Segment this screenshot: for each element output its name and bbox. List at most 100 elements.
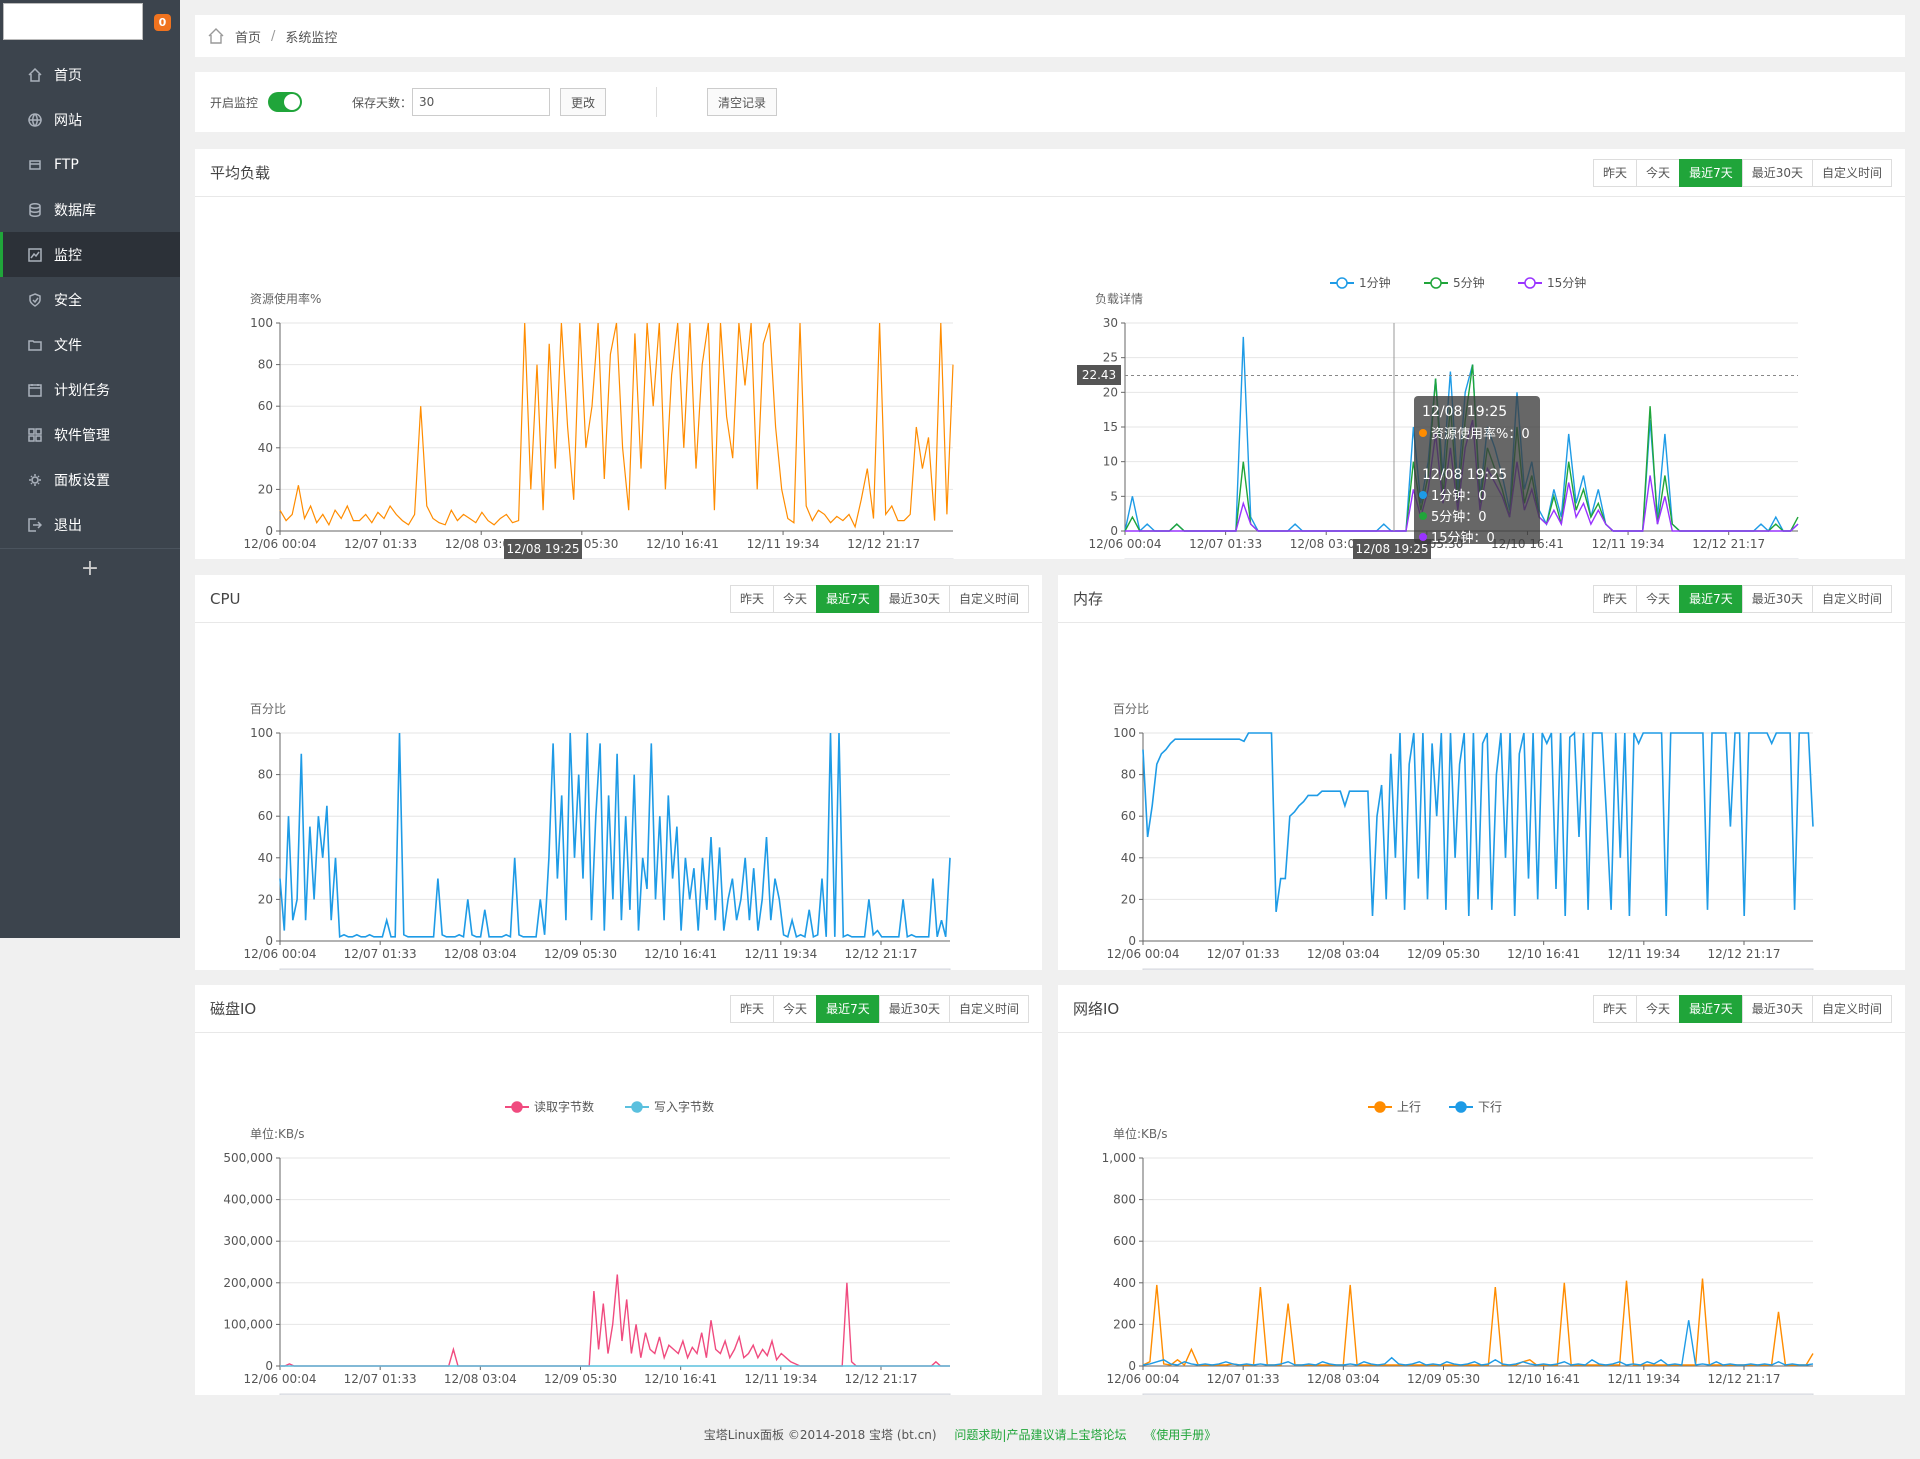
range-buttons: 昨天 今天 最近7天 最近30天 自定义时间 xyxy=(730,585,1029,613)
range-buttons: 昨天 今天 最近7天 最近30天 自定义时间 xyxy=(1593,585,1892,613)
x-tick-label: 12/12 21:17 xyxy=(1692,537,1765,551)
range-button-4[interactable]: 自定义时间 xyxy=(948,585,1029,613)
range-button-1[interactable]: 今天 xyxy=(1636,159,1681,187)
y-tick-label: 60 xyxy=(258,809,273,823)
sidebar-item-7[interactable]: 计划任务 xyxy=(0,367,180,412)
range-button-4[interactable]: 自定义时间 xyxy=(1811,585,1892,613)
tooltip-time: 12/08 19:25 xyxy=(1422,467,1507,483)
breadcrumb-sep: / xyxy=(271,28,276,44)
y-axis-title: 百分比 xyxy=(1113,702,1149,716)
range-button-4[interactable]: 自定义时间 xyxy=(1811,995,1892,1023)
sidebar-item-4[interactable]: 监控 xyxy=(0,232,180,277)
breadcrumb-home[interactable]: 首页 xyxy=(235,30,262,46)
ftp-icon xyxy=(28,158,42,172)
x-tick-label: 12/10 16:41 xyxy=(1507,947,1580,961)
y-tick-label: 400 xyxy=(1113,1276,1136,1290)
home-icon[interactable] xyxy=(207,27,225,45)
range-button-1[interactable]: 今天 xyxy=(773,585,818,613)
sidebar-item-9[interactable]: 面板设置 xyxy=(0,457,180,502)
range-button-4[interactable]: 自定义时间 xyxy=(1811,159,1892,187)
folder-icon xyxy=(28,338,42,352)
legend-marker[interactable] xyxy=(1524,277,1536,289)
zoom-slider[interactable] xyxy=(1142,968,1814,970)
range-button-0[interactable]: 昨天 xyxy=(730,585,775,613)
clear-records-button[interactable]: 清空记录 xyxy=(707,88,778,116)
range-button-2[interactable]: 最近7天 xyxy=(1679,585,1743,613)
y-tick-label: 0 xyxy=(265,1359,273,1373)
x-tick-label: 12/12 21:17 xyxy=(844,947,917,961)
range-button-2[interactable]: 最近7天 xyxy=(1679,995,1743,1023)
legend-marker[interactable] xyxy=(511,1101,523,1113)
legend-marker[interactable] xyxy=(631,1101,643,1113)
zoom-slider[interactable] xyxy=(1142,1393,1814,1395)
markline-label: 22.43 xyxy=(1082,368,1116,382)
y-tick-label: 5 xyxy=(1110,489,1118,503)
legend-marker[interactable] xyxy=(1455,1101,1467,1113)
breadcrumb: 首页 / 系统监控 xyxy=(195,15,1905,57)
range-button-0[interactable]: 昨天 xyxy=(730,995,775,1023)
x-tick-label: 12/07 01:33 xyxy=(1207,947,1280,961)
range-button-2[interactable]: 最近7天 xyxy=(816,995,880,1023)
x-tick-label: 12/10 16:41 xyxy=(1507,1372,1580,1386)
x-tick-label: 12/11 19:34 xyxy=(1607,947,1680,961)
range-button-0[interactable]: 昨天 xyxy=(1593,995,1638,1023)
range-button-0[interactable]: 昨天 xyxy=(1593,585,1638,613)
range-button-1[interactable]: 今天 xyxy=(1636,995,1681,1023)
cpu-chart: 百分比 0 20 40 60 80 100 12/06 00:04 12/07 01:33 12/… xyxy=(244,702,951,970)
sidebar-item-2[interactable]: FTP xyxy=(0,142,180,187)
range-button-1[interactable]: 今天 xyxy=(1636,585,1681,613)
range-button-4[interactable]: 自定义时间 xyxy=(948,995,1029,1023)
range-button-2[interactable]: 最近7天 xyxy=(1679,159,1743,187)
x-tick-label: 12/08 03:04 xyxy=(1307,1372,1380,1386)
y-tick-label: 10 xyxy=(1103,455,1118,469)
sidebar-item-10[interactable]: 退出 xyxy=(0,502,180,547)
zoom-slider[interactable] xyxy=(279,968,951,970)
pointer-label: 12/08 19:25 xyxy=(1356,542,1429,556)
monitor-icon xyxy=(28,247,42,262)
legend-marker[interactable] xyxy=(1374,1101,1386,1113)
range-button-3[interactable]: 最近30天 xyxy=(1741,159,1813,187)
panel-title: CPU xyxy=(210,589,241,608)
series-line xyxy=(279,322,954,529)
sidebar-item-label: 数据库 xyxy=(54,202,96,219)
forum-link[interactable]: 问题求助|产品建议请上宝塔论坛 xyxy=(954,1428,1127,1442)
range-button-0[interactable]: 昨天 xyxy=(1593,159,1638,187)
sidebar-item-label: 软件管理 xyxy=(54,427,110,444)
change-days-button[interactable]: 更改 xyxy=(560,88,607,116)
disk-io-chart: 单位:KB/s 0 100,000 200,000 300,000 400,000 500,… xyxy=(223,1099,951,1395)
range-button-3[interactable]: 最近30天 xyxy=(878,995,950,1023)
legend-marker[interactable] xyxy=(1430,277,1442,289)
x-tick-label: 12/09 05:30 xyxy=(1407,947,1480,961)
range-button-3[interactable]: 最近30天 xyxy=(1741,995,1813,1023)
add-menu-button[interactable]: + xyxy=(0,548,180,589)
range-button-3[interactable]: 最近30天 xyxy=(1741,585,1813,613)
sidebar-item-8[interactable]: 软件管理 xyxy=(0,412,180,457)
panel-title: 磁盘IO xyxy=(210,1000,257,1018)
range-button-2[interactable]: 最近7天 xyxy=(816,585,880,613)
x-tick-label: 12/06 00:04 xyxy=(1107,947,1180,961)
y-tick-label: 25 xyxy=(1103,351,1118,365)
sidebar-item-1[interactable]: 网站 xyxy=(0,97,180,142)
zoom-slider[interactable] xyxy=(279,1393,951,1395)
x-tick-label: 12/11 19:34 xyxy=(744,947,817,961)
monitor-toggle[interactable] xyxy=(268,92,303,112)
sidebar-item-6[interactable]: 文件 xyxy=(0,322,180,367)
sidebar-item-5[interactable]: 安全 xyxy=(0,277,180,322)
legend-marker[interactable] xyxy=(1336,277,1348,289)
x-tick-label: 12/09 05:30 xyxy=(544,1372,617,1386)
x-tick-label: 12/06 00:04 xyxy=(244,1372,317,1386)
days-input[interactable] xyxy=(412,88,551,116)
sidebar-item-3[interactable]: 数据库 xyxy=(0,187,180,232)
range-button-3[interactable]: 最近30天 xyxy=(878,585,950,613)
notice-badge[interactable]: 0 xyxy=(154,14,171,31)
y-tick-label: 20 xyxy=(258,892,273,906)
range-button-1[interactable]: 今天 xyxy=(773,995,818,1023)
y-tick-label: 100,000 xyxy=(223,1317,273,1331)
manual-link[interactable]: 《使用手册》 xyxy=(1144,1428,1217,1442)
y-tick-label: 80 xyxy=(1121,768,1136,782)
y-tick-label: 60 xyxy=(258,399,273,413)
axis-pointer: 12/08 19:25 22.43 12/08 19:25 xyxy=(504,323,1798,559)
sidebar-item-0[interactable]: 首页 xyxy=(0,52,180,97)
x-tick-label: 12/08 03:04 xyxy=(1307,947,1380,961)
